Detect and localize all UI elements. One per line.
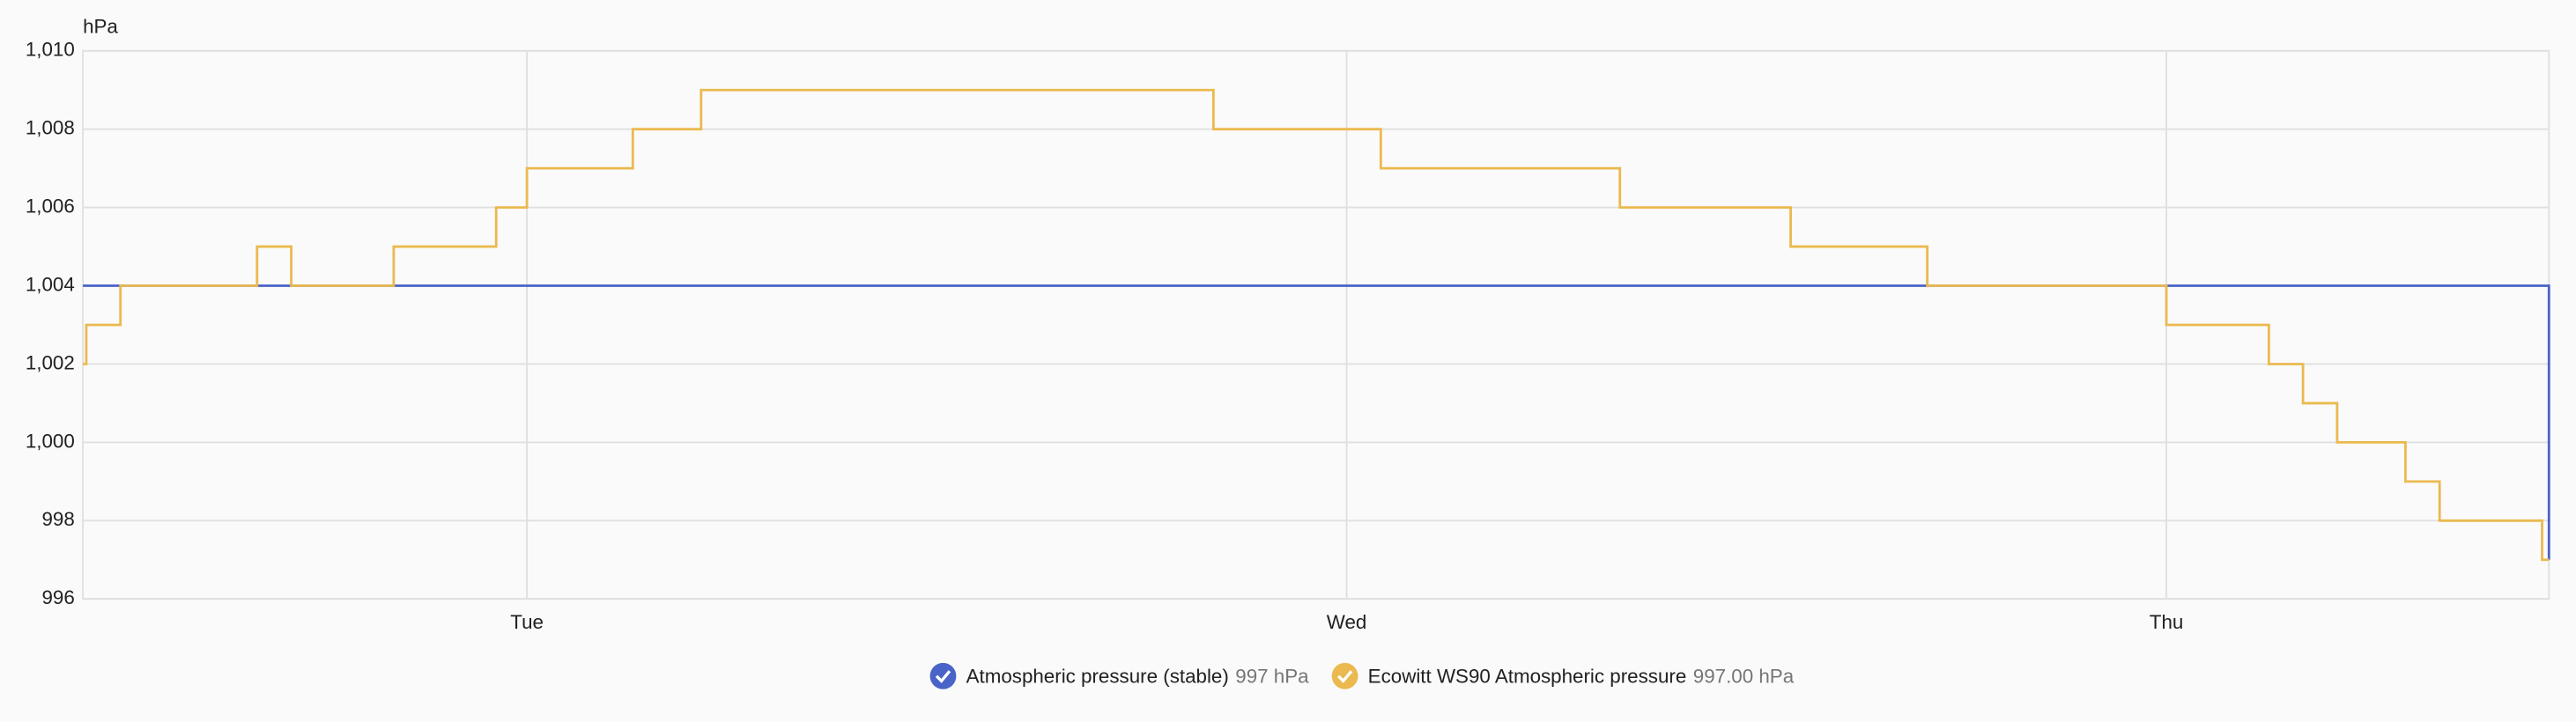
y-tick-label: 996 xyxy=(41,586,74,608)
unit-label: hPa xyxy=(83,16,118,38)
legend: Atmospheric pressure (stable) 997 hPa Ecow… xyxy=(929,662,1795,689)
x-tick-label: Wed xyxy=(1327,611,1367,633)
y-tick-label: 1,008 xyxy=(26,117,75,139)
x-tick-label: Tue xyxy=(510,611,544,633)
legend-label: Atmospheric pressure (stable) xyxy=(966,666,1229,688)
y-tick-label: 1,002 xyxy=(26,351,75,373)
legend-check xyxy=(1336,670,1353,683)
series-line xyxy=(83,88,2550,562)
x-tick-label: Thu xyxy=(2150,611,2184,633)
legend-label: Ecowitt WS90 Atmospheric pressure xyxy=(1368,666,1687,688)
legend-icon xyxy=(1331,662,1358,689)
legend-item[interactable]: Atmospheric pressure (stable) 997 hPa xyxy=(929,662,1310,689)
y-tick-label: 998 xyxy=(41,508,74,530)
legend-item[interactable]: Ecowitt WS90 Atmospheric pressure 997.00 … xyxy=(1331,662,1795,689)
series-line xyxy=(83,284,2550,560)
legend-state: 997.00 hPa xyxy=(1693,666,1795,688)
legend-check xyxy=(935,670,951,683)
y-tick-label: 1,006 xyxy=(26,195,75,217)
y-tick-label: 1,004 xyxy=(26,273,75,295)
y-tick-label: 1,010 xyxy=(26,39,75,61)
legend-icon xyxy=(929,662,957,689)
legend-state: 997 hPa xyxy=(1235,666,1309,688)
y-tick-label: 1,000 xyxy=(26,430,75,452)
